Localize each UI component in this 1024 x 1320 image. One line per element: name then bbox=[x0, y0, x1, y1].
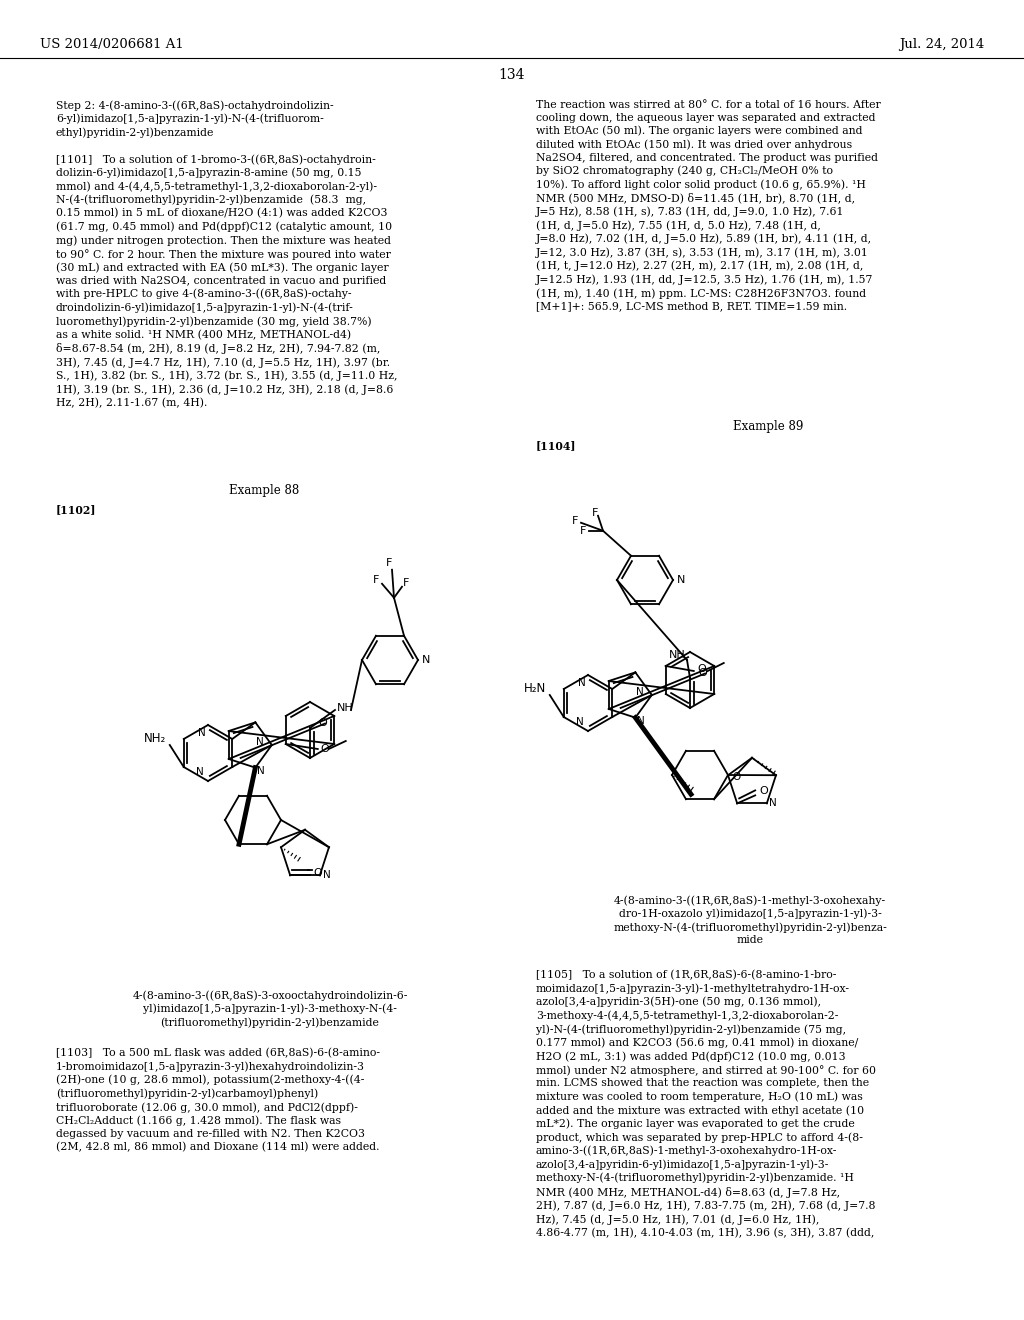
Text: N: N bbox=[769, 799, 776, 808]
Text: O: O bbox=[698, 668, 707, 678]
Text: F: F bbox=[592, 508, 598, 517]
Text: N: N bbox=[323, 870, 331, 880]
Text: H₂N: H₂N bbox=[523, 682, 546, 696]
Text: The reaction was stirred at 80° C. for a total of 16 hours. After
cooling down, : The reaction was stirred at 80° C. for a… bbox=[536, 100, 881, 312]
Text: O: O bbox=[321, 744, 330, 754]
Text: 4-(8-amino-3-((6R,8aS)-3-oxooctahydroindolizin-6-
yl)imidazo[1,5-a]pyrazin-1-yl): 4-(8-amino-3-((6R,8aS)-3-oxooctahydroind… bbox=[132, 990, 408, 1028]
Text: N: N bbox=[579, 678, 586, 688]
Text: [1103]   To a 500 mL flask was added (6R,8aS)-6-(8-amino-
1-bromoimidazo[1,5-a]p: [1103] To a 500 mL flask was added (6R,8… bbox=[56, 1048, 380, 1152]
Text: Example 89: Example 89 bbox=[733, 420, 803, 433]
Text: 134: 134 bbox=[499, 69, 525, 82]
Text: N: N bbox=[422, 655, 430, 665]
Text: F: F bbox=[373, 574, 379, 585]
Text: O: O bbox=[318, 718, 327, 729]
Text: F: F bbox=[386, 558, 392, 568]
Text: O: O bbox=[732, 772, 740, 783]
Text: O: O bbox=[313, 869, 322, 878]
Text: Step 2: 4-(8-amino-3-((6R,8aS)-octahydroindolizin-
6-yl)imidazo[1,5-a]pyrazin-1-: Step 2: 4-(8-amino-3-((6R,8aS)-octahydro… bbox=[56, 100, 334, 137]
Text: N: N bbox=[577, 717, 584, 727]
Text: N: N bbox=[677, 576, 685, 585]
Text: [1102]: [1102] bbox=[56, 504, 96, 515]
Text: N: N bbox=[199, 729, 206, 738]
Text: F: F bbox=[571, 516, 579, 525]
Text: F: F bbox=[402, 578, 410, 587]
Text: 4-(8-amino-3-((1R,6R,8aS)-1-methyl-3-oxohexahy-
dro-1H-oxazolo yl)imidazo[1,5-a]: 4-(8-amino-3-((1R,6R,8aS)-1-methyl-3-oxo… bbox=[613, 895, 887, 945]
Text: NH: NH bbox=[669, 649, 686, 660]
Text: [1104]: [1104] bbox=[536, 440, 577, 451]
Text: Jul. 24, 2014: Jul. 24, 2014 bbox=[899, 38, 984, 51]
Text: [1101]   To a solution of 1-bromo-3-((6R,8aS)-octahydroin-
dolizin-6-yl)imidazo[: [1101] To a solution of 1-bromo-3-((6R,8… bbox=[56, 154, 397, 408]
Text: N: N bbox=[256, 737, 264, 747]
Text: N: N bbox=[636, 686, 644, 697]
Text: O: O bbox=[759, 787, 768, 796]
Text: N: N bbox=[257, 766, 265, 776]
Text: F: F bbox=[580, 525, 586, 536]
Text: NH: NH bbox=[337, 704, 353, 713]
Text: NH₂: NH₂ bbox=[143, 733, 166, 746]
Text: [1105]   To a solution of (1R,6R,8aS)-6-(8-amino-1-bro-
moimidazo[1,5-a]pyrazin-: [1105] To a solution of (1R,6R,8aS)-6-(8… bbox=[536, 970, 876, 1238]
Text: N: N bbox=[197, 767, 204, 777]
Text: US 2014/0206681 A1: US 2014/0206681 A1 bbox=[40, 38, 183, 51]
Text: Example 88: Example 88 bbox=[229, 484, 299, 498]
Text: N: N bbox=[637, 715, 645, 726]
Text: O: O bbox=[697, 664, 707, 675]
